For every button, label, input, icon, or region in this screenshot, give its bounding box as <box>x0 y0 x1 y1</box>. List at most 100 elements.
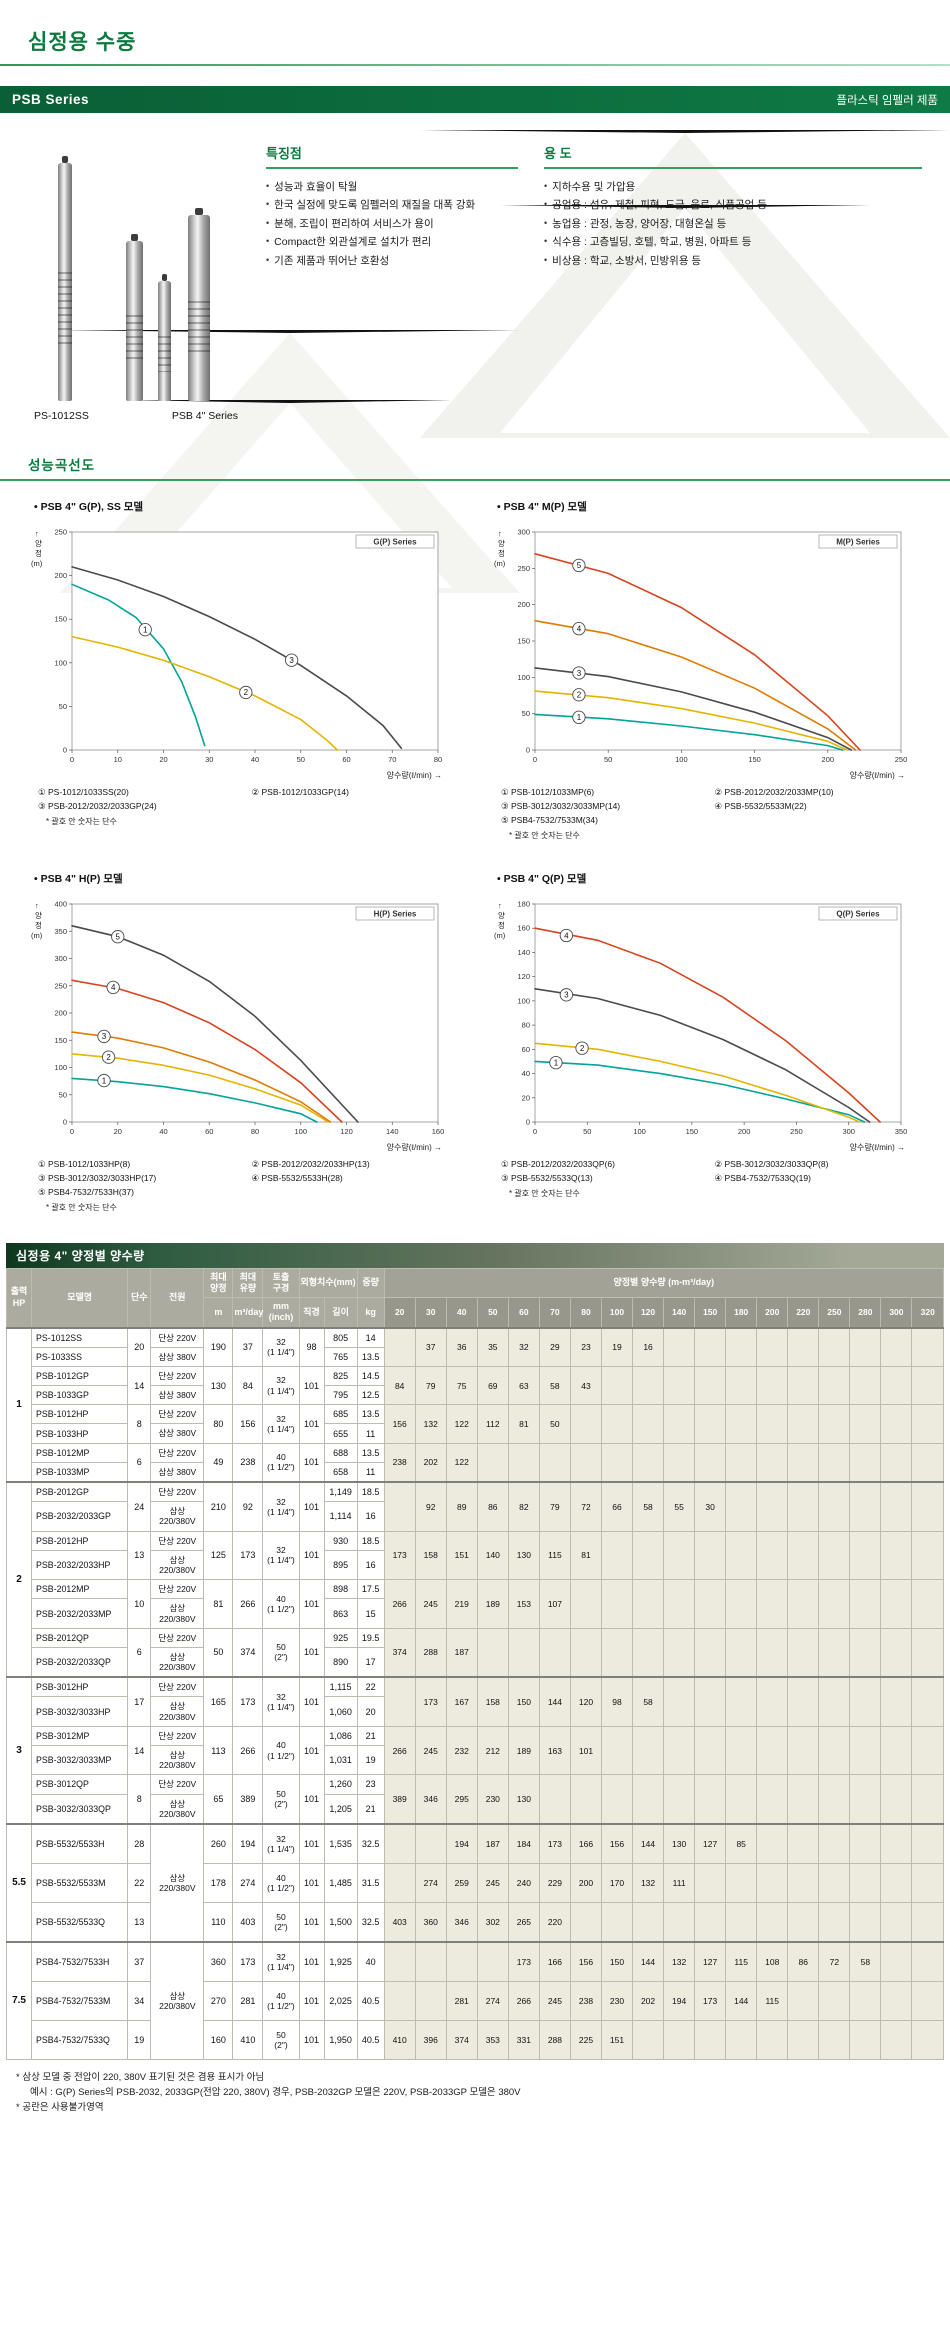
diameter-cell: 101 <box>298 1579 325 1629</box>
yield-cell <box>880 1442 913 1483</box>
yield-cell <box>600 1530 634 1581</box>
chart-title: • PSB 4" G(P), SS 모델 <box>34 500 144 513</box>
series-box <box>355 534 435 548</box>
diameter-cell: 101 <box>298 1862 325 1903</box>
yield-cell: 35 <box>476 1326 509 1367</box>
spec-table-section: 심정용 4" 양정별 양수량 출력 HP 모델명 단수 전원 최대 양정 최대 유량 토출 … <box>0 1242 950 2146</box>
max-head-cell: 113 <box>203 1725 234 1776</box>
yield-cell <box>756 1862 789 1903</box>
table-row: PSB-5532/5533Q 13 110 403 50 (2") 101 1,500 32.… <box>7 1901 944 1943</box>
outlet-cell: 40 (1 1/2") <box>262 1980 300 2021</box>
yield-cell <box>849 1365 882 1406</box>
chart-legend: ① PSB-1012/1033MP(6) ② PSB-2012/2032/2033… <box>501 787 924 826</box>
header-yield-col: 200 <box>756 1297 789 1328</box>
performance-chart-card: • PSB 4" Q(P) 모델 0 20 40 60 80 100 120 140 160 180… <box>489 871 924 1213</box>
yield-cell <box>849 1530 882 1581</box>
yield-cell <box>787 1442 820 1483</box>
yield-cell <box>632 1901 665 1943</box>
length-cell: 890 <box>323 1646 358 1678</box>
legend-entry: ③ PSB-3012/3032/3033HP(17) <box>38 1172 157 1183</box>
yield-cell <box>880 1530 913 1581</box>
product-labels: PS-1012SS PSB 4" Series <box>28 410 240 422</box>
series-marker-number: 3 <box>577 668 582 677</box>
length-cell: 1,115 <box>323 1676 358 1698</box>
yield-cell: 194 <box>663 1980 696 2021</box>
max-flow-cell: 274 <box>232 1862 264 1903</box>
max-head-cell: 65 <box>203 1774 234 1825</box>
y-tick-label: 150 <box>517 636 530 645</box>
header-yield-col: 150 <box>694 1297 727 1328</box>
yield-cell: 111 <box>663 1862 696 1903</box>
x-tick-label: 250 <box>790 1127 803 1136</box>
stages-cell: 8 <box>127 1404 152 1444</box>
header-yield-col: 40 <box>445 1297 478 1328</box>
diameter-cell: 101 <box>298 1940 325 1982</box>
performance-chart: 0 50 100 150 200 250 300 0 50 100 150 200 250 양수량(ℓ/m… <box>494 527 907 780</box>
table-row: PSB-1012HP 8 단상 220V 80 156 32 (1 1/4") 101 685… <box>7 1404 944 1444</box>
legend-entry: ① PS-1012/1033SS(20) <box>38 786 129 797</box>
yield-cell <box>880 1980 913 2021</box>
stages-cell: 20 <box>127 1326 152 1367</box>
legend-entry: ③ PSB-3012/3032/3033MP(14) <box>501 800 621 811</box>
yield-cell: 58 <box>632 1676 665 1727</box>
series-line <box>534 713 844 751</box>
x-tick-label: 60 <box>342 755 350 764</box>
power-cell: 단상 220V <box>150 1530 205 1551</box>
weight-cell: 40.5 <box>356 2019 385 2060</box>
yield-cell: 170 <box>600 1862 634 1903</box>
max-flow-cell: 173 <box>232 1676 264 1727</box>
model-cell: PSB-5532/5533H <box>31 1822 129 1864</box>
table-row: 2 PSB-2012GP 24 단상 220V 210 92 32 (1 1/4") 101 1… <box>5 1480 944 1678</box>
stages-cell: 24 <box>127 1480 152 1532</box>
power-cell: 삼상 220/380V <box>150 1696 205 1727</box>
yield-cell <box>600 1627 634 1678</box>
hp-cell: 5.5 <box>5 1822 33 1943</box>
yield-cell: 245 <box>414 1579 447 1629</box>
series-marker <box>575 1040 589 1055</box>
product-label-ps1012ss: PS-1012SS <box>34 410 89 422</box>
performance-chart: 0 20 40 60 80 100 120 140 160 180 0 50 100 150 200 250 3… <box>494 899 907 1152</box>
yield-cell <box>911 1579 944 1629</box>
yield-cell <box>880 1774 913 1825</box>
yield-cell: 85 <box>725 1822 758 1864</box>
weight-cell: 31.5 <box>356 1862 385 1903</box>
length-cell: 805 <box>323 1326 358 1348</box>
feature-item: 분해, 조립이 편리하여 서비스가 용이 <box>266 215 518 233</box>
header-yield-col: 280 <box>849 1297 882 1328</box>
yield-cell: 265 <box>507 1901 540 1943</box>
yield-cell: 120 <box>569 1676 602 1727</box>
weight-cell: 17 <box>356 1646 385 1678</box>
yield-cell: 81 <box>569 1530 602 1581</box>
plot-area <box>71 903 439 1122</box>
yield-cell: 75 <box>445 1365 478 1406</box>
series-line <box>534 1060 866 1123</box>
weight-cell: 23 <box>356 1774 385 1795</box>
yield-cell <box>756 1774 789 1825</box>
yield-cell <box>880 1480 913 1532</box>
length-cell: 1,260 <box>323 1774 358 1795</box>
outlet-cell: 32 (1 1/4") <box>262 1676 300 1727</box>
yield-cell: 189 <box>476 1579 509 1629</box>
outlet-cell: 50 (2") <box>262 1901 300 1943</box>
yield-cell <box>694 1530 727 1581</box>
series-line <box>534 689 848 751</box>
yield-cell: 29 <box>538 1326 571 1367</box>
chart-title: • PSB 4" Q(P) 모델 <box>497 872 587 885</box>
legend-entry: ② PSB-2012/2032/2033MP(10) <box>714 786 834 797</box>
yield-cell <box>818 1901 851 1943</box>
model-cell: PSB-2032/2033HP <box>31 1549 129 1581</box>
yield-cell: 240 <box>507 1862 540 1903</box>
yield-cell: 92 <box>414 1480 447 1532</box>
length-cell: 1,031 <box>323 1744 358 1776</box>
yield-cell: 230 <box>600 1980 634 2021</box>
yield-cell: 150 <box>600 1940 634 1982</box>
max-head-cell: 178 <box>203 1862 234 1903</box>
yield-cell: 212 <box>476 1725 509 1776</box>
yield-cell <box>538 1774 571 1825</box>
yield-cell: 58 <box>849 1940 882 1982</box>
legend-entry: ④ PSB-5532/5533H(28) <box>251 1172 343 1183</box>
legend-entry: ② PSB-1012/1033GP(14) <box>251 786 349 797</box>
yield-cell: 187 <box>476 1822 509 1864</box>
diameter-cell: 101 <box>298 1627 325 1678</box>
yield-cell <box>725 1365 758 1406</box>
